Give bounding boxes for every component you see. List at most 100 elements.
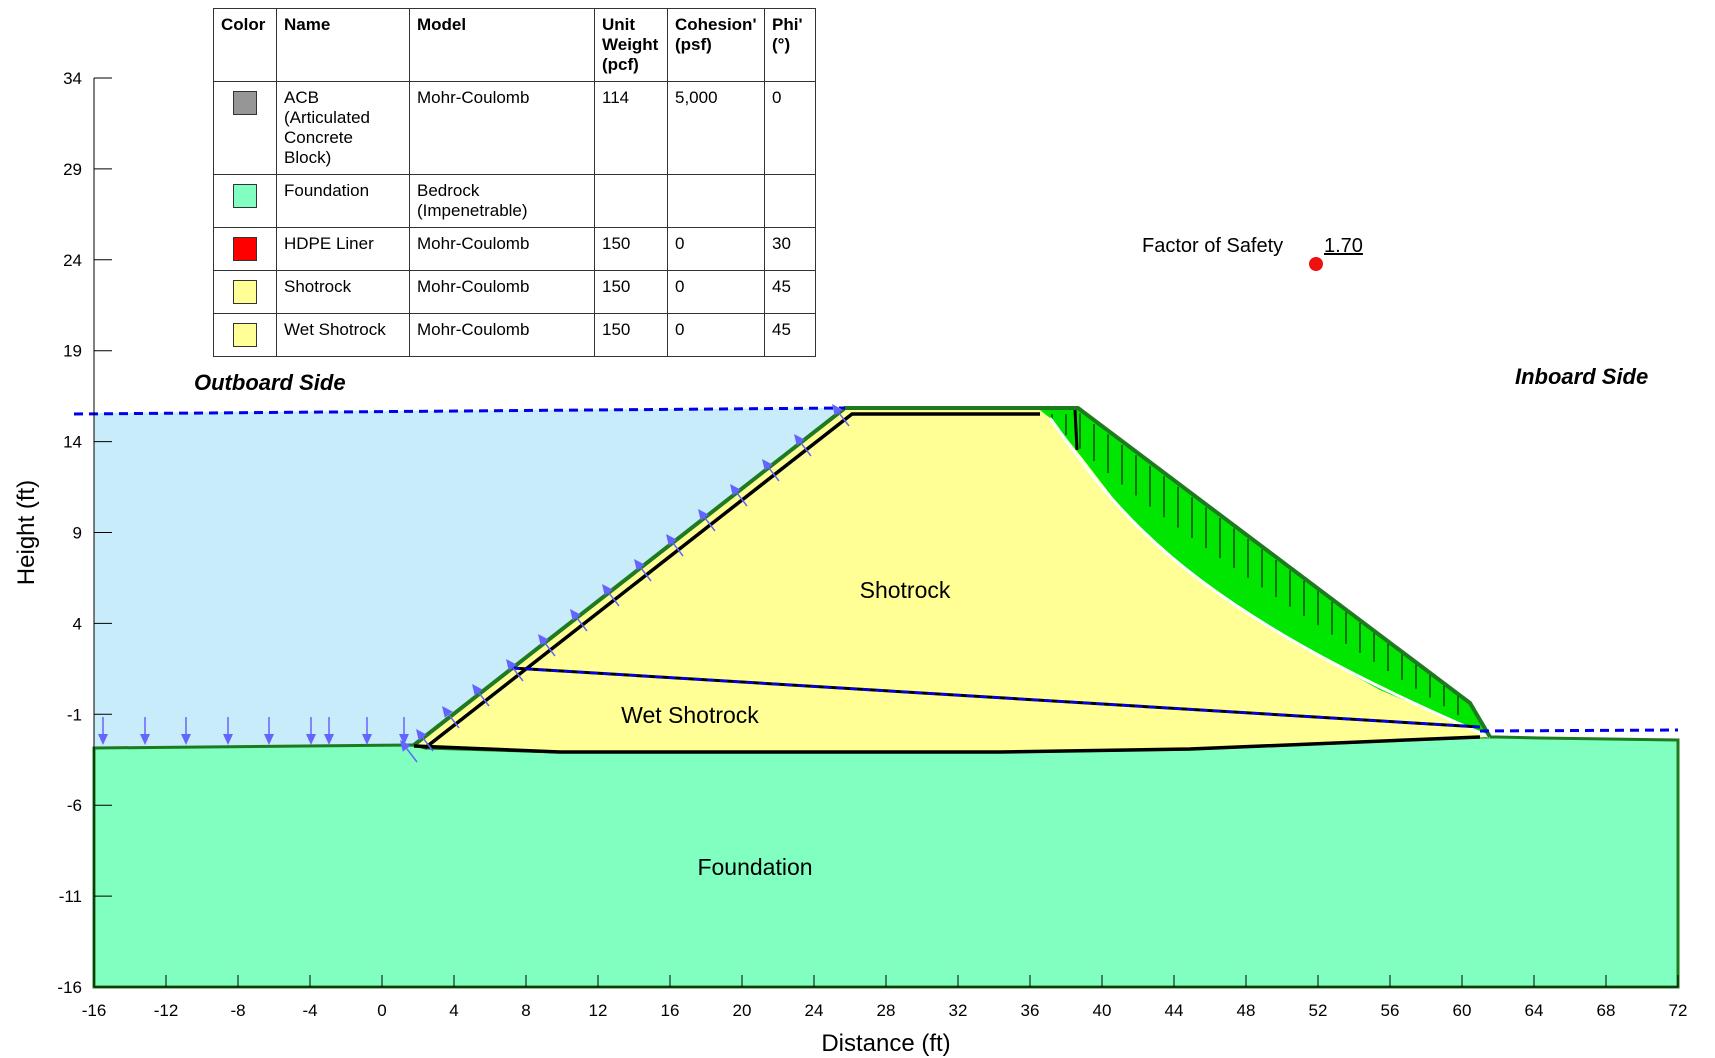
piezometric-line-inboard xyxy=(1479,728,1679,733)
y-tick-label: -6 xyxy=(67,796,82,815)
load-arrow xyxy=(181,717,191,745)
legend-unit-weight-cell: 150 xyxy=(594,313,668,357)
x-tick-label: 40 xyxy=(1093,1001,1112,1020)
x-axis-title: Distance (ft) xyxy=(821,1030,950,1057)
y-tick-label: 34 xyxy=(63,69,82,88)
critical-slip-surface xyxy=(1048,417,1491,739)
y-tick-label: 14 xyxy=(63,433,82,452)
legend-row: Wet Shotrock Mohr-Coulomb 150 0 45 xyxy=(213,313,816,357)
legend-unit-weight-cell: 114 xyxy=(594,81,668,175)
legend-color-cell xyxy=(213,270,277,314)
load-arrow xyxy=(442,706,460,729)
liner-line xyxy=(423,412,1040,750)
load-arrow xyxy=(570,609,588,632)
y-axis-title: Height (ft) xyxy=(13,480,40,585)
x-tick-label: -16 xyxy=(82,1001,107,1020)
legend-color-cell xyxy=(213,81,277,175)
water-load-arrows xyxy=(98,404,850,763)
legend-model-cell: Mohr-Coulomb xyxy=(409,270,595,314)
x-tick-label: 24 xyxy=(805,1001,824,1020)
materials-legend: Color Name Model Unit Weight (pcf) Cohes… xyxy=(213,8,816,357)
load-arrow xyxy=(832,404,850,427)
axes: -16 -12 -8 -4 0 4 8 12 16 20 24 28 32 36 40 44 48 52 56 60 6… xyxy=(13,69,1687,1057)
legend-phi-cell: 0 xyxy=(764,81,816,175)
legend-name-cell: HDPE Liner xyxy=(276,227,410,271)
legend-cohesion-cell: 5,000 xyxy=(667,81,765,175)
load-arrow xyxy=(324,717,334,745)
legend-color-swatch xyxy=(233,280,257,304)
legend-unit-weight-cell: 150 xyxy=(594,227,668,271)
load-arrow xyxy=(400,740,418,763)
legend-row: HDPE Liner Mohr-Coulomb 150 0 30 xyxy=(213,227,816,271)
x-tick-label: 64 xyxy=(1525,1001,1544,1020)
legend-color-cell xyxy=(213,174,277,228)
legend-cohesion-cell: 0 xyxy=(667,270,765,314)
load-arrow xyxy=(416,729,434,752)
legend-color-swatch xyxy=(233,237,257,261)
foundation-label: Foundation xyxy=(697,854,812,880)
x-tick-label: 60 xyxy=(1453,1001,1472,1020)
ponded-water xyxy=(94,408,845,748)
legend-row: Foundation Bedrock (Impenetrable) xyxy=(213,174,816,228)
legend-unit-weight-cell xyxy=(594,174,668,228)
load-arrow xyxy=(223,717,233,745)
x-tick-label: 0 xyxy=(377,1001,386,1020)
load-arrow xyxy=(98,717,108,745)
y-tick-label: 24 xyxy=(63,251,82,270)
x-tick-label: 52 xyxy=(1309,1001,1328,1020)
y-tick-label: 19 xyxy=(63,342,82,361)
outboard-side-label: Outboard Side xyxy=(194,370,346,395)
foundation-region xyxy=(92,735,1680,989)
x-tick-label: 72 xyxy=(1669,1001,1688,1020)
load-arrow xyxy=(762,459,780,482)
legend-header-cohesion: Cohesion' (psf) xyxy=(667,8,765,82)
x-tick-label: -8 xyxy=(230,1001,245,1020)
legend-unit-weight-cell: 150 xyxy=(594,270,668,314)
load-arrow xyxy=(399,717,409,745)
load-arrow xyxy=(698,509,716,532)
legend-cohesion-cell: 0 xyxy=(667,227,765,271)
legend-row: Shotrock Mohr-Coulomb 150 0 45 xyxy=(213,270,816,314)
legend-name-cell: ACB (Articulated Concrete Block) xyxy=(276,81,410,175)
load-arrow xyxy=(362,717,372,745)
legend-model-cell: Mohr-Coulomb xyxy=(409,227,595,271)
legend-phi-cell xyxy=(764,174,816,228)
shotrock-label: Shotrock xyxy=(860,577,951,603)
load-arrow xyxy=(140,717,150,745)
x-tick-label: 32 xyxy=(949,1001,968,1020)
load-arrow xyxy=(264,717,274,745)
x-tick-label: 12 xyxy=(589,1001,608,1020)
factor-of-safety-label: Factor of Safety xyxy=(1142,235,1283,257)
load-arrow xyxy=(538,634,556,657)
x-tick-label: 28 xyxy=(877,1001,896,1020)
legend-model-cell: Mohr-Coulomb xyxy=(409,313,595,357)
inboard-side-label: Inboard Side xyxy=(1515,364,1648,389)
x-tick-label: 36 xyxy=(1021,1001,1040,1020)
x-tick-label: 4 xyxy=(449,1001,458,1020)
wet-shotrock-label: Wet Shotrock xyxy=(621,702,759,728)
legend-model-cell: Bedrock (Impenetrable) xyxy=(409,174,595,228)
y-tick-label: -16 xyxy=(57,978,82,997)
acb-hatching xyxy=(1051,413,1459,716)
load-arrow xyxy=(666,534,684,557)
load-arrow xyxy=(602,584,620,607)
y-tick-label: 9 xyxy=(73,524,82,543)
load-arrow xyxy=(634,559,652,582)
acb-facing xyxy=(1040,410,1490,737)
legend-phi-cell: 45 xyxy=(764,270,816,314)
legend-phi-cell: 45 xyxy=(764,313,816,357)
legend-color-swatch xyxy=(233,91,257,115)
y-tick-label: 4 xyxy=(73,614,82,633)
legend-model-cell: Mohr-Coulomb xyxy=(409,81,595,175)
legend-header-unit-weight: Unit Weight (pcf) xyxy=(594,8,668,82)
legend-header-phi: Phi' (°) xyxy=(764,8,816,82)
embankment-outline xyxy=(412,406,1492,747)
legend-name-cell: Foundation xyxy=(276,174,410,228)
legend-phi-cell: 30 xyxy=(764,227,816,271)
x-tick-label: -12 xyxy=(154,1001,179,1020)
legend-name-cell: Wet Shotrock xyxy=(276,313,410,357)
x-tick-label: 56 xyxy=(1381,1001,1400,1020)
x-tick-label: 20 xyxy=(733,1001,752,1020)
factor-of-safety-value: 1.70 xyxy=(1324,235,1363,257)
y-tick-label: -11 xyxy=(59,887,82,906)
